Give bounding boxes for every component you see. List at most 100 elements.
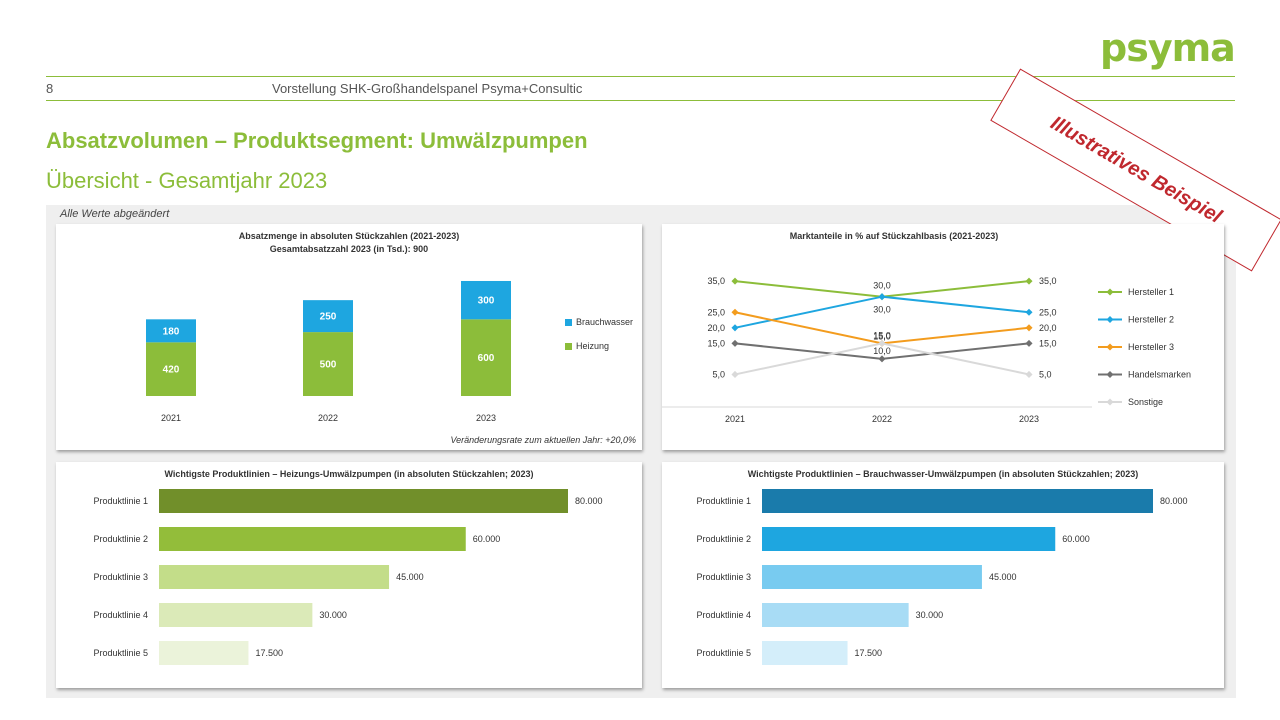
chart-title: Absatzmenge in absoluten Stückzahlen (20… xyxy=(239,231,460,241)
y-tick-label: Produktlinie 5 xyxy=(696,648,751,658)
series-marker xyxy=(731,277,739,285)
series-marker xyxy=(1025,339,1033,347)
bar-segment xyxy=(303,300,353,333)
y-tick-label: Produktlinie 5 xyxy=(93,648,148,658)
y-tick-label: Produktlinie 1 xyxy=(93,496,148,506)
series-marker xyxy=(731,339,739,347)
chart-card-market-share: Marktanteile in % auf Stückzahlbasis (20… xyxy=(662,224,1224,450)
series-marker xyxy=(878,355,886,363)
y-tick-label: Produktlinie 3 xyxy=(93,572,148,582)
y-tick-label: Produktlinie 1 xyxy=(696,496,751,506)
data-label: 17.500 xyxy=(855,648,883,658)
bar-segment xyxy=(146,342,196,396)
series-marker xyxy=(731,308,739,316)
data-label: 80.000 xyxy=(575,496,603,506)
chart-title: Marktanteile in % auf Stückzahlbasis (20… xyxy=(790,231,999,241)
legend-swatch xyxy=(565,319,572,326)
data-label: 45.000 xyxy=(989,572,1017,582)
data-label: 17.500 xyxy=(255,648,283,658)
data-label: 15,0 xyxy=(1039,338,1057,348)
y-tick-label: Produktlinie 3 xyxy=(696,572,751,582)
data-label: 30,0 xyxy=(873,281,891,291)
data-label: 30.000 xyxy=(916,610,944,620)
header-title: Vorstellung SHK-Großhandelspanel Psyma+C… xyxy=(272,81,583,96)
bar xyxy=(762,603,909,627)
horizontal-bar-chart: Wichtigste Produktlinien – Brauchwasser-… xyxy=(696,469,1188,665)
legend-marker xyxy=(1106,315,1114,324)
y-tick-label: Produktlinie 4 xyxy=(696,610,751,620)
chart-card-hotwater-lines: Wichtigste Produktlinien – Brauchwasser-… xyxy=(662,462,1224,688)
series-marker xyxy=(1025,370,1033,378)
data-label: 60.000 xyxy=(473,534,501,544)
y-tick-label: Produktlinie 2 xyxy=(696,534,751,544)
x-tick-label: 2021 xyxy=(161,413,181,423)
chart-title: Wichtigste Produktlinien – Brauchwasser-… xyxy=(748,469,1139,479)
header-rule-bottom xyxy=(46,100,1235,101)
bar xyxy=(762,641,848,665)
legend-marker xyxy=(1106,370,1114,379)
bar xyxy=(159,527,466,551)
data-note: Alle Werte abgeändert xyxy=(60,208,170,220)
header-rule-top xyxy=(46,76,1235,77)
series-marker xyxy=(731,324,739,332)
data-label: 25,0 xyxy=(1039,307,1057,317)
data-label: 20,0 xyxy=(1039,323,1057,333)
bar xyxy=(159,565,390,589)
x-tick-label: 2021 xyxy=(725,414,745,424)
bar-segment xyxy=(146,319,196,343)
data-label: 80.000 xyxy=(1160,496,1188,506)
y-tick-label: Produktlinie 4 xyxy=(93,610,148,620)
data-label: 15,0 xyxy=(873,331,891,341)
legend-entry: Hersteller 2 xyxy=(1128,315,1174,325)
data-label: 600 xyxy=(478,353,495,364)
legend-entry: Heizung xyxy=(576,341,609,351)
legend-entry: Hersteller 1 xyxy=(1128,287,1174,297)
psyma-logo: psyma xyxy=(1100,26,1236,70)
page-number: 8 xyxy=(46,81,54,96)
data-label: 60.000 xyxy=(1062,534,1090,544)
legend-marker xyxy=(1106,288,1114,296)
data-label: 20,0 xyxy=(707,323,725,333)
series-marker xyxy=(731,370,739,378)
legend-entry: Handelsmarken xyxy=(1128,370,1191,380)
series-marker xyxy=(1025,324,1033,332)
chart-footnote: Veränderungsrate zum aktuellen Jahr: +20… xyxy=(450,435,636,445)
legend-entry: Hersteller 3 xyxy=(1128,342,1174,352)
chart-card-heating-lines: Wichtigste Produktlinien – Heizungs-Umwä… xyxy=(56,462,642,688)
data-label: 25,0 xyxy=(707,307,725,317)
chart-subtitle: Gesamtabsatzzahl 2023 (in Tsd.): 900 xyxy=(270,244,428,254)
line-chart: Marktanteile in % auf Stückzahlbasis (20… xyxy=(662,231,1191,424)
data-label: 30,0 xyxy=(873,305,891,315)
data-label: 10,0 xyxy=(873,346,891,356)
bar xyxy=(762,489,1153,513)
bar-segment xyxy=(303,332,353,396)
bar xyxy=(762,527,1056,551)
bar xyxy=(159,641,249,665)
stacked-bar-chart: Absatzmenge in absoluten Stückzahlen (20… xyxy=(146,231,636,445)
series-marker xyxy=(878,339,886,347)
data-label: 250 xyxy=(320,312,337,323)
legend-entry: Sonstige xyxy=(1128,397,1163,407)
data-label: 30.000 xyxy=(319,610,347,620)
series-marker xyxy=(1025,277,1033,285)
bar xyxy=(159,489,568,513)
bar xyxy=(762,565,982,589)
x-tick-label: 2022 xyxy=(318,413,338,423)
data-label: 45.000 xyxy=(396,572,424,582)
data-label: 420 xyxy=(163,365,180,376)
slide-title: Absatzvolumen – Produktsegment: Umwälzpu… xyxy=(46,128,588,153)
data-label: 15,0 xyxy=(873,330,891,340)
data-label: 5,0 xyxy=(712,369,725,379)
bar-segment xyxy=(461,280,511,320)
horizontal-bar-chart: Wichtigste Produktlinien – Heizungs-Umwä… xyxy=(93,469,603,665)
legend-swatch xyxy=(565,343,572,350)
legend-marker xyxy=(1106,398,1114,406)
legend-marker xyxy=(1106,343,1114,351)
data-label: 35,0 xyxy=(707,276,725,286)
x-tick-label: 2023 xyxy=(1019,414,1039,424)
x-tick-label: 2022 xyxy=(872,414,892,424)
y-tick-label: Produktlinie 2 xyxy=(93,534,148,544)
data-label: 5,0 xyxy=(1039,369,1052,379)
bar xyxy=(159,603,313,627)
x-tick-label: 2023 xyxy=(476,413,496,423)
